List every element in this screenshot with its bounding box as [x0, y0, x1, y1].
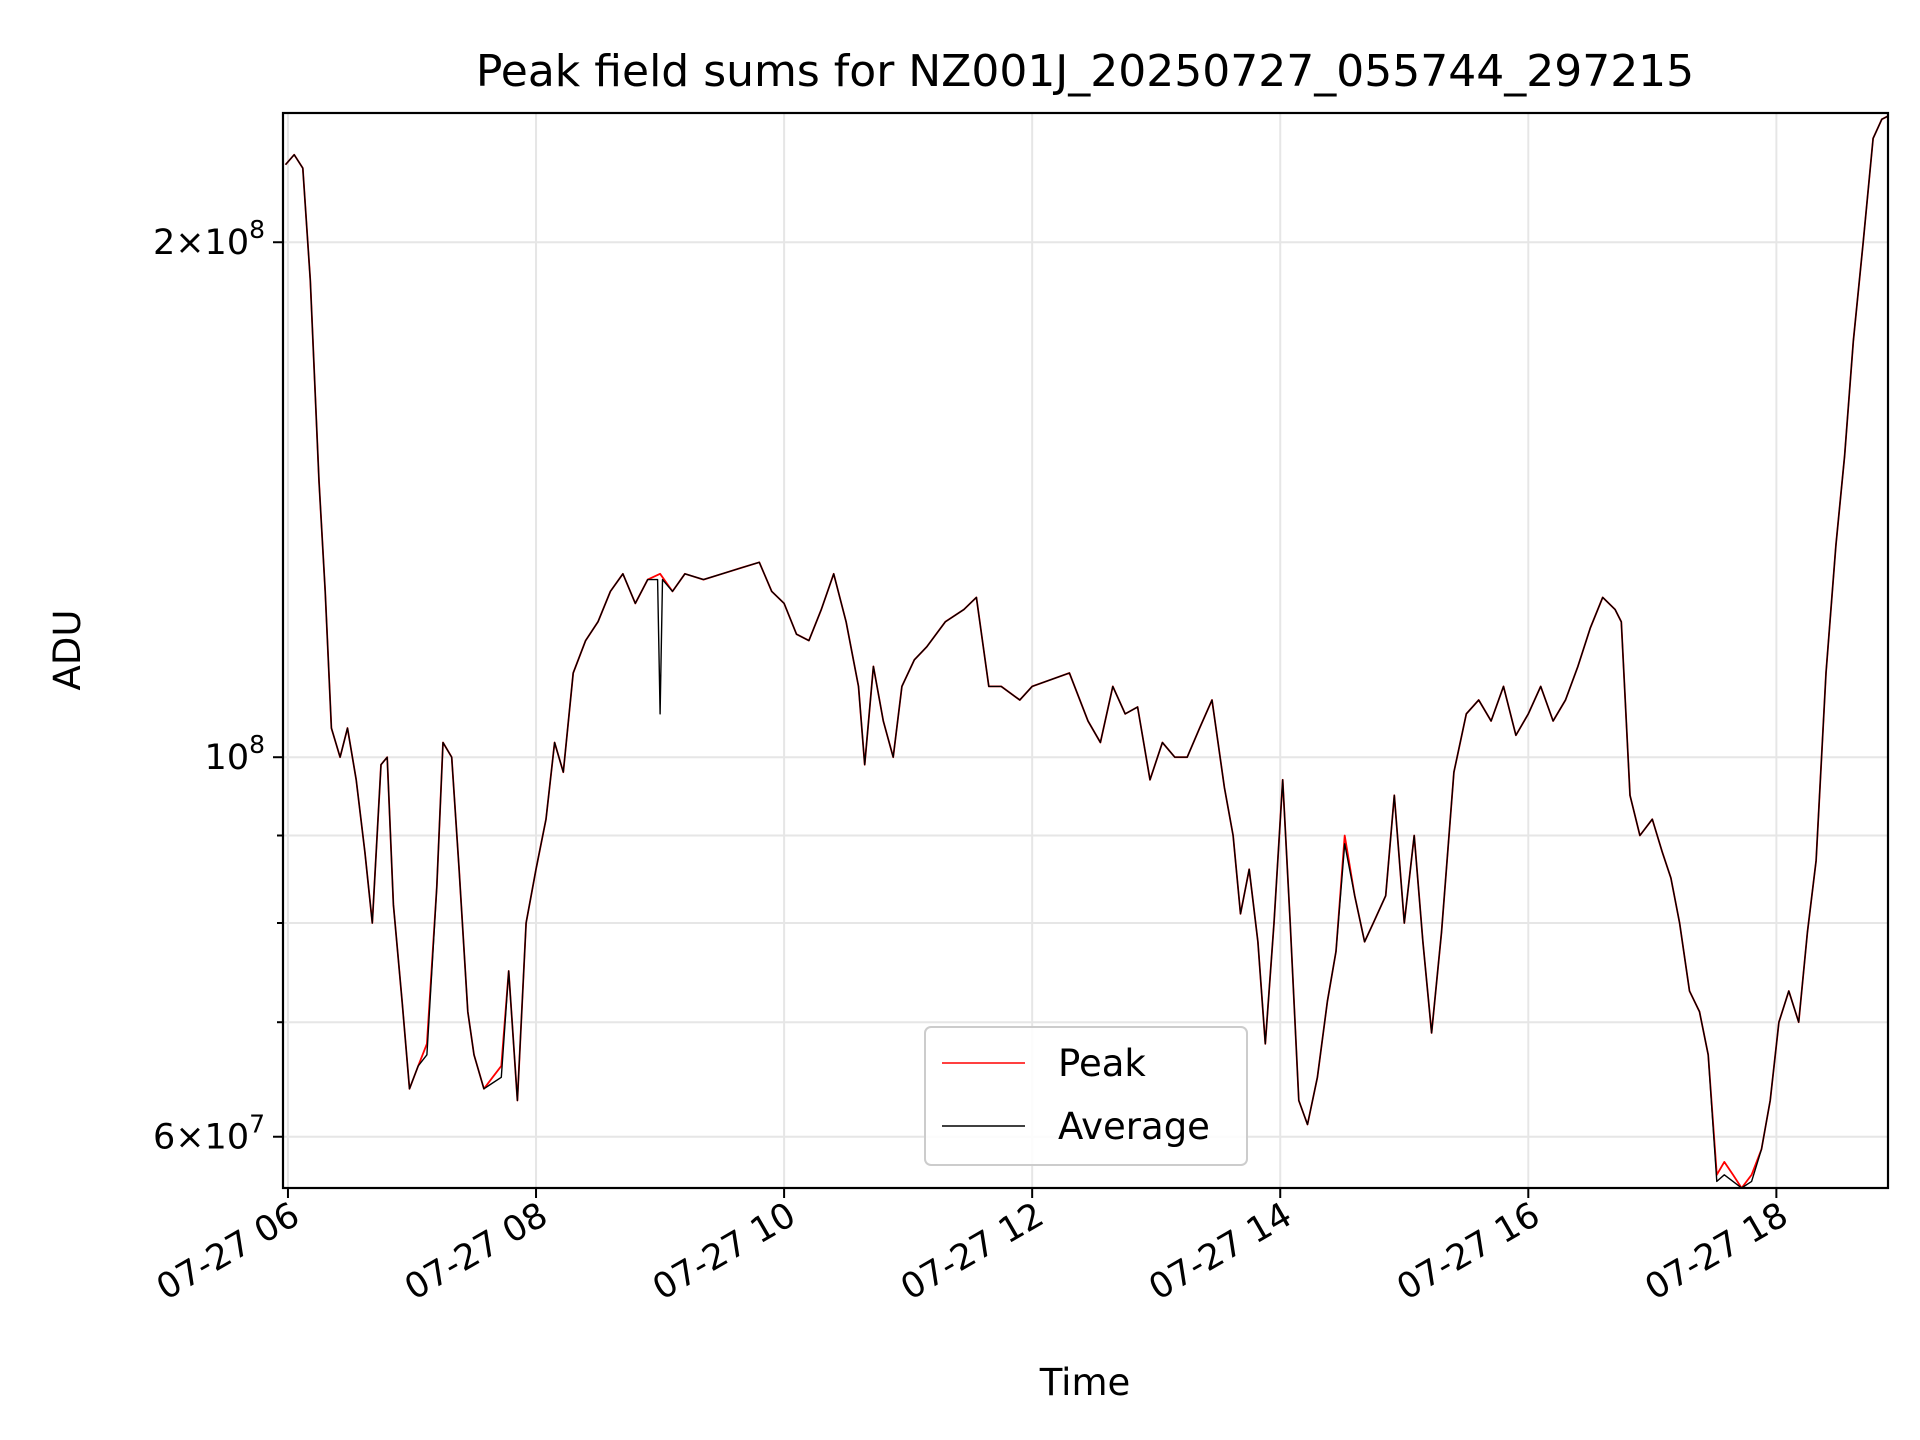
legend-box [924, 1026, 1248, 1166]
y-tick-label: 108 [205, 730, 265, 778]
series-layer [284, 115, 1889, 1189]
series-line-average [284, 115, 1889, 1189]
legend-peak-label: Peak [1058, 1042, 1146, 1085]
plot-frame [281, 111, 1890, 1190]
y-tick-label: 6×107 [153, 1110, 265, 1158]
legend-average-label: Average [1058, 1105, 1210, 1148]
legend: Peak Average [924, 1026, 1248, 1166]
chart-title: Peak field sums for NZ001J_20250727_0557… [476, 46, 1694, 97]
y-tick-label: 2×108 [153, 215, 265, 263]
y-axis-label: ADU [46, 610, 89, 691]
x-axis-label: Time [1039, 1361, 1131, 1404]
